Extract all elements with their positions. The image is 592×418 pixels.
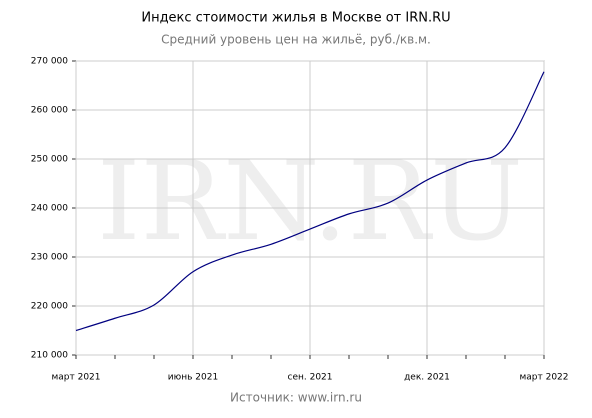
y-tick-label: 230 000 bbox=[31, 253, 68, 263]
x-tick-label: сен. 2021 bbox=[288, 373, 333, 383]
chart-subtitle: Средний уровень цен на жильё, руб./кв.м. bbox=[161, 33, 431, 47]
y-tick-label: 260 000 bbox=[31, 106, 68, 116]
y-tick-label: 210 000 bbox=[31, 351, 68, 361]
chart-title: Индекс стоимости жилья в Москве от IRN.R… bbox=[141, 11, 450, 26]
y-tick-label: 270 000 bbox=[31, 57, 68, 67]
y-tick-label: 240 000 bbox=[31, 204, 68, 214]
y-tick-label: 220 000 bbox=[31, 302, 68, 312]
x-tick-label: март 2022 bbox=[519, 373, 568, 383]
x-tick-label: март 2021 bbox=[51, 373, 100, 383]
source-note: Источник: www.irn.ru bbox=[230, 391, 362, 405]
y-tick-label: 250 000 bbox=[31, 155, 68, 165]
x-tick-label: июнь 2021 bbox=[168, 373, 218, 383]
x-tick-label: дек. 2021 bbox=[404, 373, 450, 383]
line-series bbox=[75, 71, 545, 332]
